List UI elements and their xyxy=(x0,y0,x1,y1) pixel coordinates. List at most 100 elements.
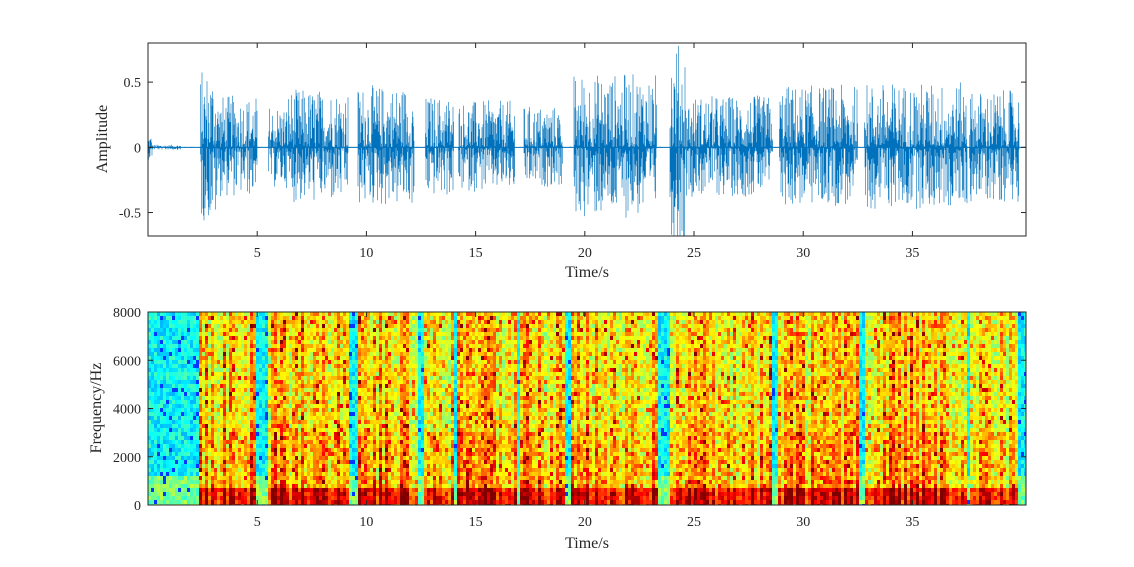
spectrogram-cell xyxy=(244,416,248,421)
spectrogram-cell xyxy=(211,404,215,409)
spectrogram-cell xyxy=(421,480,425,485)
spectrogram-cell xyxy=(184,472,188,477)
spectrogram-cell xyxy=(373,332,377,337)
spectrogram-cell xyxy=(250,360,254,365)
spectrogram-cell xyxy=(301,412,305,417)
spectrogram-cell xyxy=(202,500,206,505)
spectrogram-cell xyxy=(169,436,173,441)
spectrogram-cell xyxy=(265,368,269,373)
spectrogram-cell xyxy=(148,436,152,441)
spectrogram-cell xyxy=(217,408,221,413)
spectrogram-cell xyxy=(364,352,368,357)
spectrogram-cell xyxy=(187,408,191,413)
spectrogram-cell xyxy=(319,360,323,365)
spectrogram-cell xyxy=(199,488,203,493)
spectrogram-cell xyxy=(424,432,428,437)
spectrogram-cell xyxy=(436,348,440,353)
spectrogram-cell xyxy=(322,388,326,393)
spectrogram-cell xyxy=(175,464,179,469)
spectrogram-cell xyxy=(265,388,269,393)
spectrogram-cell xyxy=(298,456,302,461)
spectrogram-cell xyxy=(370,352,374,357)
spectrogram-cell xyxy=(319,492,323,497)
spectrogram-cell xyxy=(310,348,314,353)
spectrogram-cell xyxy=(187,420,191,425)
spectrogram-cell xyxy=(394,336,398,341)
spectrogram-cell xyxy=(448,356,452,361)
spectrogram-cell xyxy=(340,360,344,365)
spectrogram-cell xyxy=(397,468,401,473)
spectrogram-cell xyxy=(397,496,401,501)
spectrogram-cell xyxy=(271,424,275,429)
spectrogram-cell xyxy=(328,484,332,489)
spectrogram-cell xyxy=(397,396,401,401)
spectrogram-cell xyxy=(277,428,281,433)
spectrogram-cell xyxy=(436,488,440,493)
spectrogram-cell xyxy=(256,396,260,401)
spectrogram-cell xyxy=(205,484,209,489)
spectrogram-cell xyxy=(409,388,413,393)
spectrogram-cell xyxy=(250,396,254,401)
spectrogram-cell xyxy=(385,444,389,449)
spectrogram-cell xyxy=(220,464,224,469)
spectrogram-cell xyxy=(442,420,446,425)
spectrogram-cell xyxy=(190,476,194,481)
spectrogram-cell xyxy=(298,408,302,413)
spectrogram-cell xyxy=(205,496,209,501)
spectrogram-cell xyxy=(235,452,239,457)
spectrogram-cell xyxy=(313,312,317,317)
spectrogram-cell xyxy=(313,400,317,405)
spectrogram-cell xyxy=(388,448,392,453)
spectrogram-cell xyxy=(229,376,233,381)
spectrogram-cell xyxy=(220,448,224,453)
spectrogram-cell xyxy=(175,476,179,481)
spectrogram-cell xyxy=(280,468,284,473)
spectrogram-cell xyxy=(280,332,284,337)
spectrogram-cell xyxy=(325,392,329,397)
spectrogram-cell xyxy=(310,332,314,337)
spectrogram-cell xyxy=(202,456,206,461)
spectrogram-cell xyxy=(391,320,395,325)
spectrogram-cell xyxy=(364,316,368,321)
spectrogram-cell xyxy=(265,344,269,349)
spectrogram-cell xyxy=(247,324,251,329)
spectrogram-cell xyxy=(436,364,440,369)
spectrogram-cell xyxy=(430,388,434,393)
spectrogram-cell xyxy=(199,456,203,461)
spectrogram-cell xyxy=(235,484,239,489)
spectrogram-cell xyxy=(148,388,152,393)
spectrogram-cell xyxy=(262,404,266,409)
spectrogram-cell xyxy=(250,472,254,477)
spectrogram-cell xyxy=(439,348,443,353)
spectrogram-cell xyxy=(220,340,224,345)
spectrogram-cell xyxy=(205,428,209,433)
spectrogram-cell xyxy=(403,452,407,457)
spectrogram-cell xyxy=(370,400,374,405)
spectrogram-cell xyxy=(229,464,233,469)
spectrogram-cell xyxy=(415,428,419,433)
spectrogram-cell xyxy=(304,440,308,445)
spectrogram-cell xyxy=(433,448,437,453)
spectrogram-cell xyxy=(379,320,383,325)
spectrogram-cell xyxy=(349,456,353,461)
spectrogram-cell xyxy=(169,464,173,469)
spectrogram-cell xyxy=(271,388,275,393)
spectrogram-cell xyxy=(148,396,152,401)
spectrogram-cell xyxy=(367,340,371,345)
spectrogram-cell xyxy=(388,324,392,329)
spectrogram-cell xyxy=(178,340,182,345)
spectrogram-cell xyxy=(211,444,215,449)
spectrogram-cell xyxy=(400,440,404,445)
spectrogram-cell xyxy=(400,348,404,353)
spectrogram-cell xyxy=(190,316,194,321)
spectrogram-cell xyxy=(367,392,371,397)
spectrogram-cell xyxy=(286,312,290,317)
spectrogram-cell xyxy=(346,380,350,385)
spectrogram-cell xyxy=(346,468,350,473)
spectrogram-cell xyxy=(274,400,278,405)
spectrogram-cell xyxy=(244,496,248,501)
spectrogram-cell xyxy=(430,340,434,345)
spectrogram-cell xyxy=(271,484,275,489)
spectrogram-cell xyxy=(409,384,413,389)
spectrogram-cell xyxy=(355,444,359,449)
